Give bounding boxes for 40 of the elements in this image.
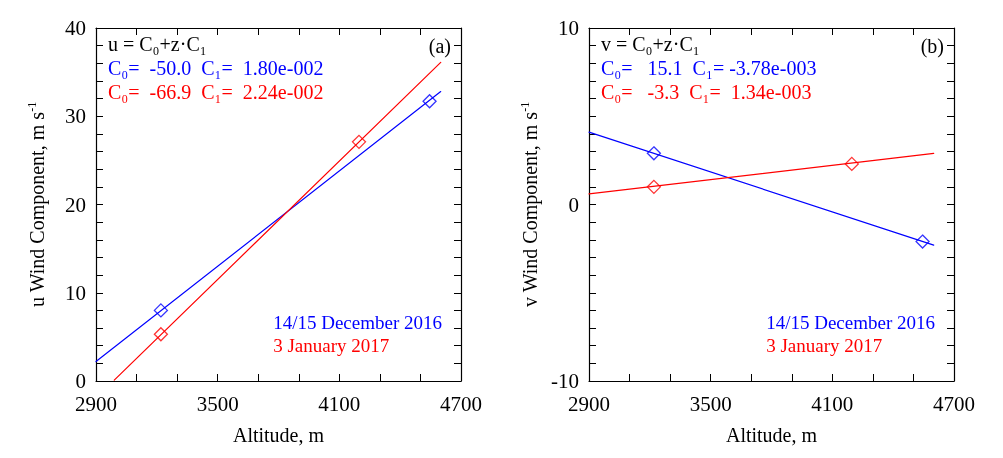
x-tick-label: 3500 xyxy=(689,391,732,416)
annotation: u = C₀+z·C₁ xyxy=(108,33,207,55)
y-axis-title: v Wind Component, m s-1 xyxy=(518,101,542,307)
y-tick-label: 40 xyxy=(65,16,86,40)
x-tick-label: 4100 xyxy=(811,391,854,416)
annotation: C₀= -3.3 C₁= 1.34e-003 xyxy=(601,81,812,103)
annotation: C₀= -50.0 C₁= 1.80e-002 xyxy=(108,57,324,79)
y-tick-label: 10 xyxy=(558,16,579,40)
y-axis-title: u Wind Component, m s-1 xyxy=(25,101,49,307)
x-tick-label: 4700 xyxy=(933,391,975,416)
point xyxy=(153,327,169,342)
annotation: C₀= 15.1 C₁= -3.78e-003 xyxy=(601,57,817,79)
x-axis-title: Altitude, m xyxy=(725,424,818,446)
x-tick-label: 2900 xyxy=(75,391,117,416)
annotation: (b) xyxy=(920,35,945,58)
text: 3 January 2017 xyxy=(766,335,883,356)
point xyxy=(844,156,859,172)
y-tick-label: 10 xyxy=(65,280,86,305)
x-tick-label: 2900 xyxy=(568,391,610,416)
y-tick-label: 0 xyxy=(75,369,86,393)
point xyxy=(153,303,169,318)
annotation: (a) xyxy=(428,35,452,58)
x-tick-label: 4700 xyxy=(440,391,482,416)
y-tick-label: -10 xyxy=(551,369,579,393)
point xyxy=(646,179,662,194)
point xyxy=(646,146,662,161)
y-tick-label: 20 xyxy=(65,192,86,217)
annotation: C₀= -66.9 C₁= 2.24e-002 xyxy=(108,81,324,103)
y-tick-label: 0 xyxy=(568,192,579,217)
annotation: v = C₀+z·C₁ xyxy=(601,33,700,55)
y-tick-label: 30 xyxy=(65,104,86,129)
x-tick-label: 3500 xyxy=(196,391,239,416)
text: 14/15 December 2016 xyxy=(273,312,443,333)
x-tick-label: 4100 xyxy=(318,391,361,416)
point xyxy=(422,94,437,109)
x-axis-title: Altitude, m xyxy=(232,424,325,446)
point xyxy=(915,234,930,249)
point xyxy=(351,134,367,149)
text: 14/15 December 2016 xyxy=(766,312,936,333)
text: 3 January 2017 xyxy=(273,335,390,356)
